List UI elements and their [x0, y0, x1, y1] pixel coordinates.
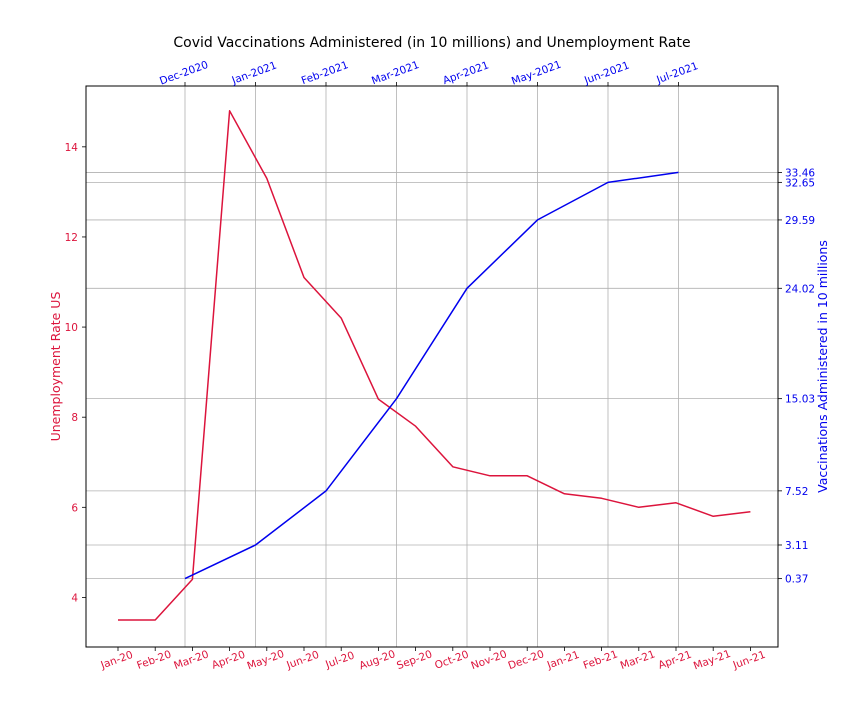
left-axis-label: Unemployment Rate US [48, 292, 63, 442]
right-tick-label: 3.11 [785, 540, 808, 552]
bottom-tick-label: Feb-20 [135, 648, 173, 672]
bottom-tick-label: Mar-21 [619, 648, 657, 672]
bottom-tick-label: Sep-20 [395, 648, 434, 672]
bottom-tick-label: Jan-21 [545, 649, 581, 672]
right-tick-label: 33.46 [785, 167, 815, 179]
top-tick-label: Apr-2021 [441, 59, 490, 87]
top-tick-label: Dec-2020 [158, 59, 210, 88]
grid [86, 86, 778, 647]
top-tick-label: Jan-2021 [230, 60, 279, 88]
right-tick-label: 24.02 [785, 283, 815, 295]
right-tick-label: 15.03 [785, 394, 815, 406]
top-tick-label: Jun-2021 [582, 60, 631, 88]
top-tick-label: Feb-2021 [300, 59, 350, 87]
right-tick-label: 0.37 [785, 574, 808, 586]
bottom-tick-label: Apr-21 [657, 649, 694, 672]
left-tick-label: 4 [71, 592, 78, 604]
bottom-tick-label: Jul-20 [323, 649, 356, 671]
bottom-tick-label: May-20 [246, 648, 286, 673]
right-tick-label: 32.65 [785, 177, 815, 189]
left-tick-label: 8 [71, 412, 78, 424]
unemployment-series [118, 110, 751, 621]
top-tick-label: May-2021 [510, 59, 563, 88]
right-tick-label: 7.52 [785, 486, 808, 498]
unemployment-line [118, 110, 751, 621]
bottom-tick-label: Nov-20 [469, 648, 508, 672]
bottom-tick-label: Mar-20 [172, 648, 210, 672]
bottom-tick-label: Dec-20 [507, 648, 546, 672]
right-axis-label: Vaccinations Administered in 10 millions [815, 240, 830, 493]
left-tick-label: 6 [71, 502, 78, 514]
chart-title: Covid Vaccinations Administered (in 10 m… [173, 35, 690, 51]
plot-frame [85, 85, 779, 648]
left-tick-label: 12 [65, 232, 78, 244]
left-tick-label: 14 [65, 142, 79, 154]
bottom-tick-label: Jan-20 [98, 649, 134, 672]
bottom-tick-label: Jun-20 [284, 649, 321, 672]
top-tick-label: Mar-2021 [370, 59, 421, 87]
vaccinations-line [184, 171, 679, 580]
top-tick-label: Jul-2021 [654, 60, 700, 86]
bottom-tick-label: Feb-21 [582, 648, 620, 672]
bottom-tick-label: Oct-20 [433, 649, 470, 672]
bottom-tick-label: Aug-20 [358, 648, 397, 672]
bottom-tick-label: Apr-20 [210, 649, 247, 672]
bottom-tick-label: Jun-21 [731, 649, 768, 672]
bottom-tick-label: May-21 [692, 648, 732, 673]
left-tick-label: 10 [65, 322, 78, 334]
vaccinations-series [184, 171, 679, 580]
right-tick-label: 29.59 [785, 215, 815, 227]
